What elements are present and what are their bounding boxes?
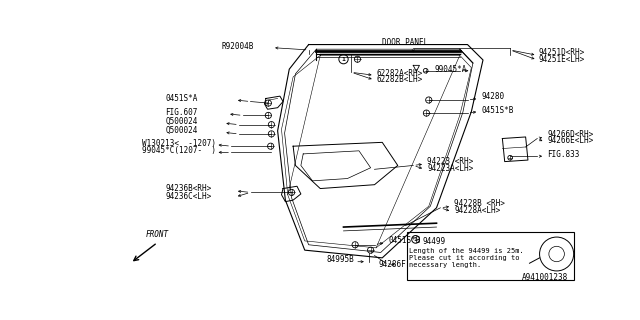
Text: W130213<  -1207): W130213< -1207) <box>142 139 216 148</box>
Text: FIG.833: FIG.833 <box>547 150 580 159</box>
Text: Q500024: Q500024 <box>165 126 198 135</box>
Text: 62282A<RH>: 62282A<RH> <box>376 68 422 77</box>
Text: FRONT: FRONT <box>146 230 169 239</box>
Text: Please cut it according to: Please cut it according to <box>410 255 520 261</box>
Bar <box>407 232 573 280</box>
Text: Length of the 94499 is 25m.: Length of the 94499 is 25m. <box>410 248 524 254</box>
Text: 94266E<LH>: 94266E<LH> <box>547 136 593 145</box>
Text: 94236B<RH>: 94236B<RH> <box>165 184 211 193</box>
Text: 94228A<LH>: 94228A<LH> <box>454 206 500 215</box>
Text: necessary length.: necessary length. <box>410 262 482 268</box>
Text: 94251E<LH>: 94251E<LH> <box>539 55 585 64</box>
Text: 94266D<RH>: 94266D<RH> <box>547 130 593 139</box>
Text: 94286F: 94286F <box>378 260 406 268</box>
Text: 1: 1 <box>342 57 346 62</box>
Text: 94280: 94280 <box>481 92 504 101</box>
Text: DOOR PANEL: DOOR PANEL <box>382 38 429 47</box>
Text: 94223A<LH>: 94223A<LH> <box>428 164 474 173</box>
Text: Q500024: Q500024 <box>165 117 198 126</box>
Text: 94236C<LH>: 94236C<LH> <box>165 192 211 201</box>
Text: 99045*C(1207-  ): 99045*C(1207- ) <box>142 146 216 155</box>
Text: 99045*A: 99045*A <box>435 65 467 74</box>
Text: 0451S*B: 0451S*B <box>388 236 421 245</box>
Text: 94228B <RH>: 94228B <RH> <box>454 199 505 208</box>
Text: 94223 <RH>: 94223 <RH> <box>428 157 474 166</box>
Text: FIG.607: FIG.607 <box>165 108 198 117</box>
Text: 94251D<RH>: 94251D<RH> <box>539 48 585 57</box>
Text: R92004B: R92004B <box>222 42 254 51</box>
Text: 94499: 94499 <box>422 237 445 246</box>
Text: 0451S*A: 0451S*A <box>165 94 198 103</box>
Text: 84995B: 84995B <box>326 255 354 264</box>
Text: A941001238: A941001238 <box>522 273 568 282</box>
Text: 62282B<LH>: 62282B<LH> <box>376 76 422 84</box>
Text: 0451S*B: 0451S*B <box>481 106 514 115</box>
Text: 1: 1 <box>413 237 417 242</box>
